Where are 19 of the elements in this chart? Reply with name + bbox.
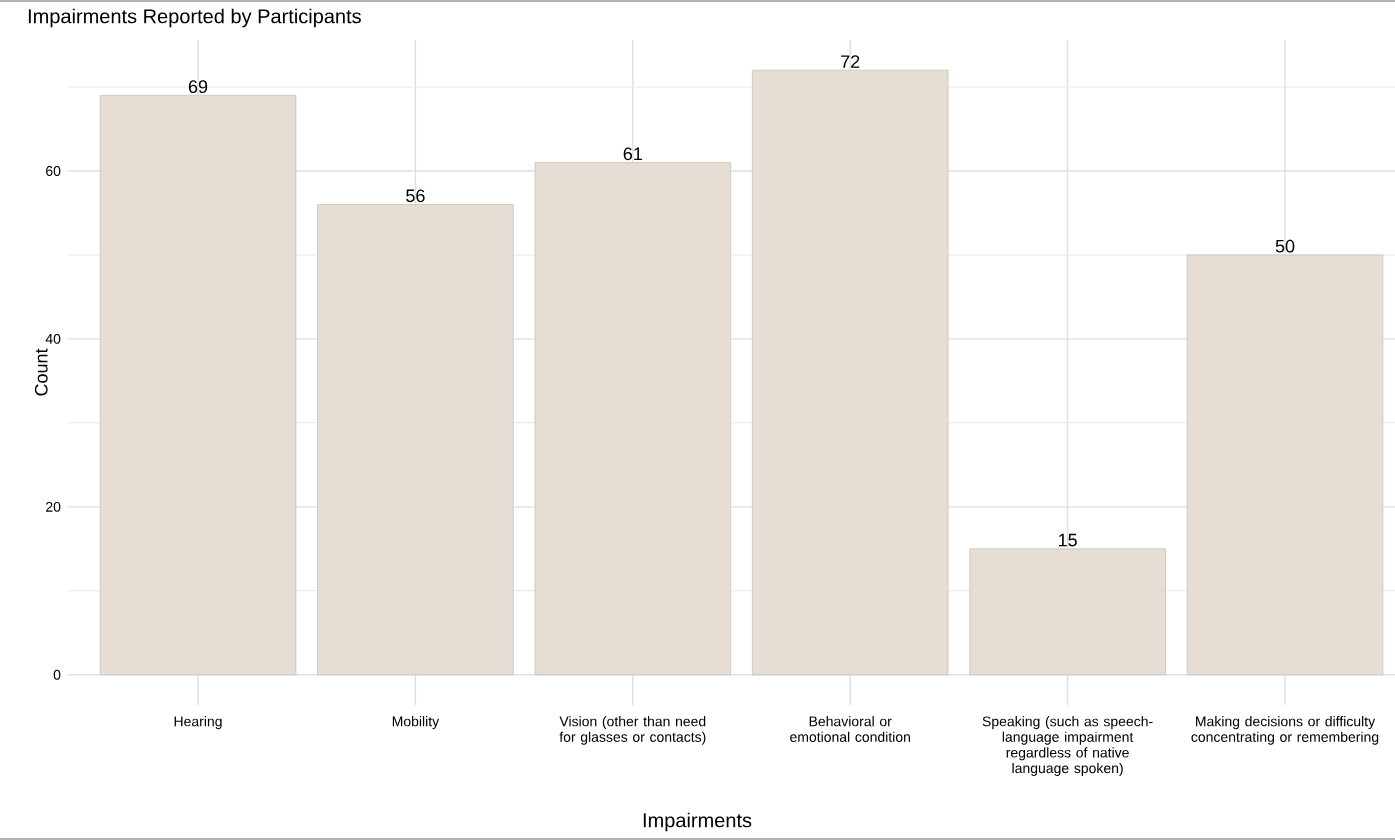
x-axis-title: Impairments <box>643 812 752 832</box>
y-tick-label: 0 <box>53 669 61 680</box>
x-tick-label: Speaking (such as speech-language impairment regardless of native language spoken) <box>982 716 1153 776</box>
y-axis-title: Count <box>34 348 48 396</box>
x-tick-label: Hearing <box>174 716 222 730</box>
x-tick-label: Behavioral or emotional condition <box>790 716 910 742</box>
x-tick-label: Mobility <box>392 716 440 730</box>
x-tick-label: Making decisions or difficulty concentrating or remembering <box>1191 716 1379 745</box>
x-tick-label: Vision (other than need for glasses or contacts) <box>559 716 706 745</box>
data-label: 69 <box>188 80 208 94</box>
data-label: 56 <box>406 189 425 203</box>
y-tick-label: 40 <box>45 333 61 344</box>
data-label: 15 <box>1058 533 1077 547</box>
y-tick-label: 60 <box>46 166 61 176</box>
y-tick-label: 20 <box>46 501 61 512</box>
data-label: 50 <box>1275 239 1295 253</box>
chart-title: Impairments Reported by Participants <box>28 8 361 28</box>
data-label: 72 <box>841 55 860 68</box>
data-label: 61 <box>623 147 642 161</box>
